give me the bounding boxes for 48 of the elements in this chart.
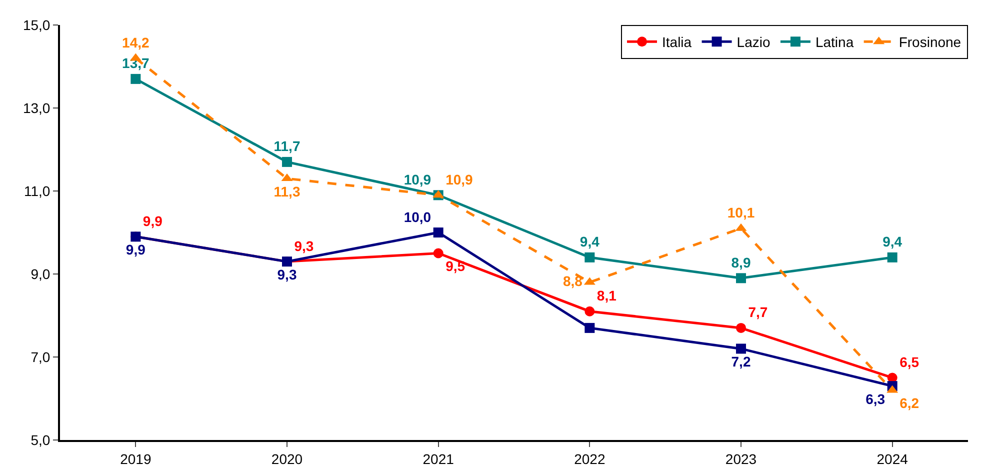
point [736,344,746,354]
data-label: 11,7 [274,138,300,154]
data-label: 9,4 [882,234,902,250]
data-label: 9,9 [142,212,163,229]
data-label: 7,7 [748,304,768,320]
data-label: 8,8 [562,272,583,289]
data-label: 7,2 [731,353,751,370]
x-tick-label: 2022 [574,450,606,467]
data-label: 8,1 [596,288,617,304]
legend-label: Frosinone [898,34,962,50]
data-label: 10,9 [446,171,474,188]
point [433,248,444,258]
y-tick-label: 13,0 [22,100,50,116]
point [736,273,746,284]
point [130,74,141,84]
point [584,322,595,333]
legend-label: Lazio [736,34,770,50]
point [282,156,292,167]
y-tick-label: 7,0 [30,348,50,365]
data-label: 11,3 [274,183,300,200]
y-tick-label: 9,0 [30,266,50,282]
data-label: 9,9 [126,241,146,258]
x-tick-label: 2024 [876,450,908,467]
point [736,322,746,333]
data-label: 9,3 [277,266,297,282]
y-tick-label: 5,0 [30,432,50,448]
point [433,228,444,238]
data-label: 6,2 [900,394,920,411]
data-label: 8,9 [731,254,751,270]
data-label: 10,0 [404,208,432,225]
x-tick-label: 2021 [422,450,454,467]
legend-label: Latina [815,34,854,50]
data-label: 9,3 [294,238,314,254]
point [584,252,595,262]
point [584,306,595,316]
x-tick-label: 2023 [725,450,757,467]
data-label: 9,4 [580,234,600,250]
data-label: 6,3 [866,390,886,407]
point [887,252,898,262]
data-label: 14,2 [122,34,150,50]
x-tick-label: 2019 [120,450,152,467]
y-tick-label: 11,0 [24,182,50,199]
data-label: 6,5 [900,354,920,370]
x-tick-label: 2020 [271,450,303,467]
data-label: 10,1 [727,204,755,221]
y-tick-label: 15,0 [22,16,50,33]
legend-label: Italia [662,34,692,50]
data-label: 10,9 [404,171,432,188]
